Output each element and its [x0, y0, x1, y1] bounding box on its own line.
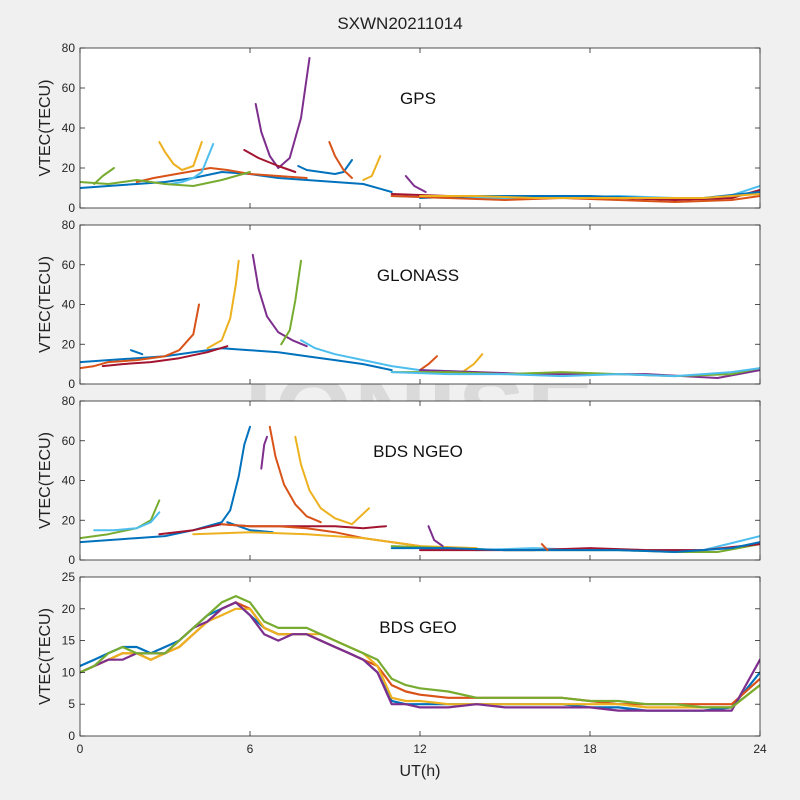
- series-line-15: [390, 541, 760, 553]
- series-line-5: [93, 167, 115, 185]
- y-tick-label: 80: [62, 394, 76, 408]
- panel-4: 0 5 10 15 20 25 0 6 12 18 24 BDS GEO VTEC(TECU): [37, 570, 767, 756]
- panel-title: BDS GEO: [379, 618, 456, 637]
- series-line-11: [427, 525, 444, 548]
- plot-area: [80, 225, 760, 384]
- series-group: [80, 594, 760, 712]
- series-line-4: [254, 57, 311, 169]
- series-line-5: [280, 259, 302, 346]
- y-tick-label: 0: [68, 201, 75, 215]
- panel-title: BDS NGEO: [373, 442, 463, 461]
- series-line-9: [328, 141, 353, 179]
- y-tick-label: 5: [68, 697, 75, 711]
- plot-area: [80, 48, 760, 208]
- series-line-1: [80, 171, 393, 193]
- y-tick-label: 60: [62, 81, 76, 95]
- series-line-10: [461, 353, 484, 374]
- series-line-3: [294, 435, 370, 526]
- series-line-2: [135, 167, 308, 183]
- series-line-4: [251, 253, 308, 348]
- y-tick-label: 20: [62, 337, 76, 351]
- series-group: [80, 425, 760, 553]
- y-tick-label: 60: [62, 258, 76, 272]
- series-line-5: [80, 594, 760, 709]
- series-line-10: [362, 155, 382, 181]
- series-line-3: [158, 141, 203, 171]
- series-line-4: [260, 435, 268, 470]
- series-line-8: [130, 349, 144, 356]
- series-line-12: [80, 171, 251, 187]
- series-line-17: [419, 193, 760, 199]
- series-line-12: [390, 367, 760, 378]
- y-axis-label: VTEC(TECU): [37, 608, 54, 705]
- series-line-7: [243, 149, 297, 173]
- plot-area: [80, 401, 760, 560]
- series-line-2: [80, 303, 200, 370]
- y-tick-label: 20: [62, 602, 76, 616]
- x-tick-label: 12: [413, 742, 427, 756]
- y-tick-label: 80: [62, 41, 76, 55]
- panel-1: 0 20 40 60 80 GPS VTEC(TECU): [37, 41, 761, 215]
- x-tick-label: 24: [753, 742, 767, 756]
- y-tick-label: 0: [68, 553, 75, 567]
- series-line-7: [101, 345, 229, 368]
- y-tick-label: 10: [62, 665, 76, 679]
- panel-title: GLONASS: [377, 266, 459, 285]
- y-axis-label: VTEC(TECU): [37, 432, 54, 529]
- series-line-1: [80, 347, 393, 372]
- y-tick-label: 20: [62, 513, 76, 527]
- panel-3: 0 20 40 60 80 BDS NGEO VTEC(TECU): [37, 394, 761, 567]
- y-tick-label: 60: [62, 434, 76, 448]
- y-axis-label: VTEC(TECU): [37, 80, 54, 177]
- panel-title: GPS: [400, 89, 436, 108]
- plot-area: [80, 577, 760, 736]
- series-line-9: [419, 355, 438, 372]
- x-axis-label: UT(h): [399, 763, 441, 780]
- y-tick-label: 40: [62, 121, 76, 135]
- y-tick-label: 0: [68, 377, 75, 391]
- series-line-6: [93, 511, 161, 532]
- x-tick-label: 18: [583, 742, 597, 756]
- series-group: [80, 253, 760, 379]
- series-line-11: [404, 175, 427, 193]
- series-line-6: [169, 143, 215, 185]
- x-tick-label: 6: [247, 742, 254, 756]
- panel-2: 0 20 40 60 80 GLONASS VTEC(TECU): [37, 218, 761, 391]
- series-group: [80, 57, 760, 203]
- figure-title: SXWN20211014: [337, 14, 463, 33]
- y-tick-label: 80: [62, 218, 76, 232]
- y-axis-label: VTEC(TECU): [37, 256, 54, 353]
- series-line-13: [390, 367, 760, 378]
- y-tick-label: 0: [68, 729, 75, 743]
- y-tick-label: 25: [62, 570, 76, 584]
- y-tick-label: 15: [62, 634, 76, 648]
- series-line-3: [206, 259, 240, 350]
- series-line-2: [268, 425, 322, 524]
- y-tick-label: 40: [62, 474, 76, 488]
- y-tick-label: 20: [62, 161, 76, 175]
- x-tick-label: 0: [77, 742, 84, 756]
- y-tick-label: 40: [62, 298, 76, 312]
- series-line-16: [540, 543, 549, 552]
